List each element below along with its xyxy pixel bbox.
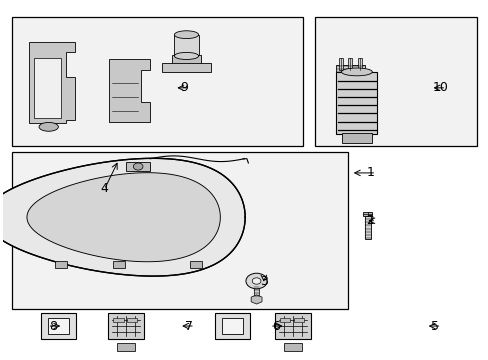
Polygon shape xyxy=(48,319,68,334)
Bar xyxy=(113,318,123,322)
Bar xyxy=(293,318,304,322)
Polygon shape xyxy=(0,158,244,276)
Text: 8: 8 xyxy=(49,320,58,333)
Ellipse shape xyxy=(174,53,198,59)
Circle shape xyxy=(133,163,142,170)
Ellipse shape xyxy=(39,122,58,131)
Text: 9: 9 xyxy=(180,81,187,94)
Text: 6: 6 xyxy=(271,320,279,333)
Bar xyxy=(190,261,202,268)
Text: 5: 5 xyxy=(430,320,439,333)
Bar xyxy=(336,65,365,76)
Bar xyxy=(174,35,198,56)
Bar xyxy=(314,17,476,146)
Bar xyxy=(357,58,361,70)
Polygon shape xyxy=(222,319,242,334)
Bar xyxy=(280,318,290,322)
Circle shape xyxy=(245,273,266,289)
Ellipse shape xyxy=(341,68,371,76)
Text: 3: 3 xyxy=(259,275,267,288)
Bar xyxy=(336,72,377,134)
Bar xyxy=(12,152,348,309)
Polygon shape xyxy=(29,42,75,123)
Polygon shape xyxy=(109,59,150,122)
Polygon shape xyxy=(251,295,262,304)
Bar xyxy=(127,318,137,322)
Bar xyxy=(348,58,351,70)
Text: 2: 2 xyxy=(366,214,373,227)
Bar xyxy=(364,216,370,239)
Bar xyxy=(55,261,66,268)
Polygon shape xyxy=(27,173,220,262)
Bar xyxy=(12,17,302,146)
Bar xyxy=(126,162,150,171)
Text: 7: 7 xyxy=(184,320,192,333)
Bar xyxy=(338,58,342,70)
Bar xyxy=(284,343,301,351)
Polygon shape xyxy=(214,313,250,339)
Bar xyxy=(162,63,210,72)
Circle shape xyxy=(252,278,261,284)
Text: 1: 1 xyxy=(366,166,373,179)
Bar xyxy=(342,133,371,143)
Bar xyxy=(117,343,135,351)
Polygon shape xyxy=(275,313,310,339)
Polygon shape xyxy=(108,313,143,339)
Bar xyxy=(172,55,201,64)
Polygon shape xyxy=(41,313,76,339)
Bar xyxy=(363,212,371,216)
Polygon shape xyxy=(34,58,61,118)
Bar xyxy=(113,261,124,268)
Ellipse shape xyxy=(174,31,198,39)
Bar xyxy=(253,283,259,297)
Text: 10: 10 xyxy=(431,81,447,94)
Text: 4: 4 xyxy=(100,183,108,195)
